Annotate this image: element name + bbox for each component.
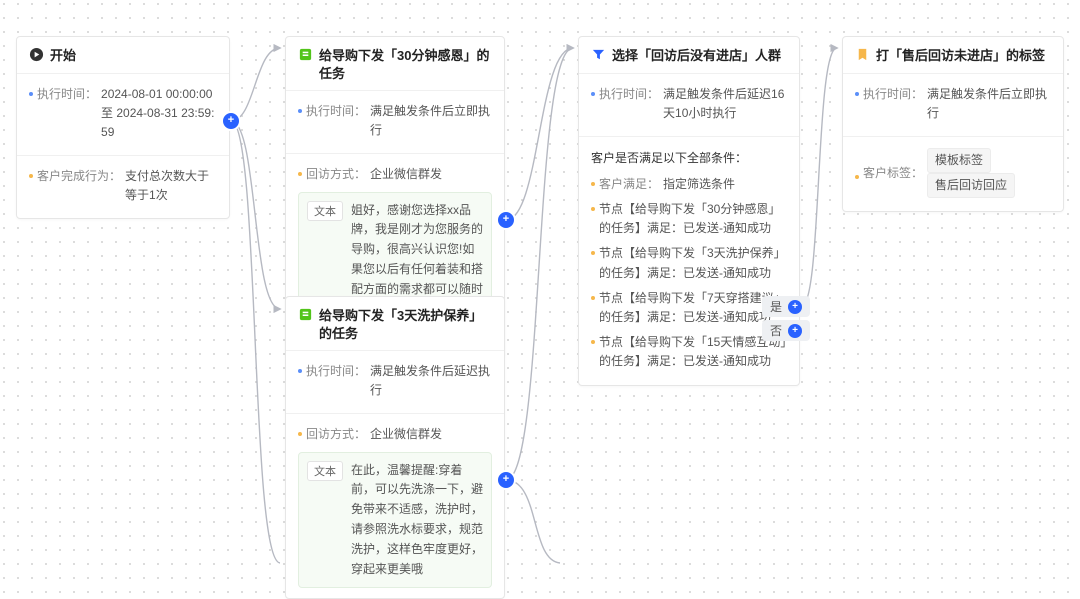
tag-chip-list: 模板标签售后回访回应 bbox=[927, 148, 1051, 198]
condition-text: 节点【给导购下发「15天情感互动」的任务】满足：已发送-通知成功 bbox=[599, 333, 787, 371]
bullet-icon bbox=[855, 175, 859, 179]
node-title: 开始 bbox=[50, 47, 76, 65]
bullet-icon bbox=[29, 92, 33, 96]
field-value: 满足触发条件后延迟执行 bbox=[370, 362, 492, 400]
msg-type-chip: 文本 bbox=[307, 461, 343, 481]
field-label: 回访方式： bbox=[306, 425, 366, 444]
field-label: 执行时间： bbox=[599, 85, 659, 104]
node-title: 打「售后回访未进店」的标签 bbox=[876, 47, 1045, 65]
tag-chip: 售后回访回应 bbox=[927, 173, 1015, 198]
field-label: 执行时间： bbox=[37, 85, 97, 104]
add-node-button[interactable] bbox=[498, 212, 514, 228]
conditions-title: 客户是否满足以下全部条件： bbox=[591, 145, 787, 172]
message-preview: 文本 在此，温馨提醒:穿着前，可以先洗涤一下，避免带来不适感，洗护时，请参照洗水… bbox=[298, 452, 492, 589]
flow-canvas: 开始 执行时间： 2024-08-01 00:00:00 至 2024-08-3… bbox=[0, 0, 1080, 573]
field-value: 满足触发条件后立即执行 bbox=[370, 102, 492, 140]
node-tag[interactable]: 打「售后回访未进店」的标签 执行时间： 满足触发条件后立即执行 客户标签： 模板… bbox=[842, 36, 1064, 212]
msg-body: 在此，温馨提醒:穿着前，可以先洗涤一下，避免带来不适感，洗护时，请参照洗水标要求… bbox=[351, 461, 483, 580]
bullet-icon bbox=[591, 182, 595, 186]
bullet-icon bbox=[29, 174, 33, 178]
field-label: 执行时间： bbox=[863, 85, 923, 104]
bullet-icon bbox=[591, 296, 595, 300]
bullet-icon bbox=[855, 92, 859, 96]
bullet-icon bbox=[591, 340, 595, 344]
field-value: 支付总次数大于等于1次 bbox=[125, 167, 217, 205]
bullet-icon bbox=[298, 109, 302, 113]
filter-link[interactable]: 指定筛选条件 bbox=[663, 175, 735, 194]
branch-label: 否 bbox=[770, 322, 782, 339]
branch-yes[interactable]: 是 bbox=[762, 296, 810, 317]
field-value: 企业微信群发 bbox=[370, 165, 442, 184]
condition-item: 节点【给导购下发「3天洗护保养」的任务】满足：已发送-通知成功 bbox=[591, 241, 787, 285]
bookmark-icon bbox=[855, 47, 870, 62]
condition-item: 节点【给导购下发「7天穿搭建议」的任务】满足：已发送-通知成功 bbox=[591, 286, 787, 330]
node-title: 选择「回访后没有进店」人群 bbox=[612, 47, 781, 65]
field-label: 客户标签： bbox=[863, 164, 923, 183]
bullet-icon bbox=[591, 251, 595, 255]
field-label: 回访方式： bbox=[306, 165, 366, 184]
play-icon bbox=[29, 47, 44, 62]
field-value: 企业微信群发 bbox=[370, 425, 442, 444]
condition-item: 节点【给导购下发「15天情感互动」的任务】满足：已发送-通知成功 bbox=[591, 330, 787, 374]
add-node-button[interactable] bbox=[498, 472, 514, 488]
bullet-icon bbox=[298, 369, 302, 373]
branch-no[interactable]: 否 bbox=[762, 320, 810, 341]
task-icon bbox=[298, 47, 313, 62]
bullet-icon bbox=[298, 432, 302, 436]
field-value: 满足触发条件后立即执行 bbox=[927, 85, 1051, 123]
node-title: 给导购下发「30分钟感恩」的任务 bbox=[319, 47, 492, 82]
field-value: 2024-08-01 00:00:00 至 2024-08-31 23:59:5… bbox=[101, 85, 217, 143]
add-node-button[interactable] bbox=[788, 300, 802, 314]
bullet-icon bbox=[591, 207, 595, 211]
field-label: 客户完成行为： bbox=[37, 167, 121, 186]
field-label: 执行时间： bbox=[306, 102, 366, 121]
condition-text: 节点【给导购下发「30分钟感恩」的任务】满足：已发送-通知成功 bbox=[599, 200, 787, 238]
condition-text: 节点【给导购下发「3天洗护保养」的任务】满足：已发送-通知成功 bbox=[599, 244, 787, 282]
add-node-button[interactable] bbox=[788, 324, 802, 338]
msg-type-chip: 文本 bbox=[307, 201, 343, 221]
branch-label: 是 bbox=[770, 298, 782, 315]
filter-icon bbox=[591, 47, 606, 62]
condition-text: 节点【给导购下发「7天穿搭建议」的任务】满足：已发送-通知成功 bbox=[599, 289, 787, 327]
tag-chip: 模板标签 bbox=[927, 148, 991, 173]
bullet-icon bbox=[298, 172, 302, 176]
field-label: 执行时间： bbox=[306, 362, 366, 381]
task-icon bbox=[298, 307, 313, 322]
bullet-icon bbox=[591, 92, 595, 96]
field-value: 满足触发条件后延迟16天10小时执行 bbox=[663, 85, 787, 123]
field-label: 客户满足： bbox=[599, 175, 659, 194]
condition-item: 节点【给导购下发「30分钟感恩」的任务】满足：已发送-通知成功 bbox=[591, 197, 787, 241]
node-title: 给导购下发「3天洗护保养」的任务 bbox=[319, 307, 492, 342]
node-start[interactable]: 开始 执行时间： 2024-08-01 00:00:00 至 2024-08-3… bbox=[16, 36, 230, 219]
node-task-3day[interactable]: 给导购下发「3天洗护保养」的任务 执行时间： 满足触发条件后延迟执行 回访方式：… bbox=[285, 296, 505, 599]
conditions-section: 客户是否满足以下全部条件： 客户满足： 指定筛选条件 节点【给导购下发「30分钟… bbox=[579, 136, 799, 385]
add-node-button[interactable] bbox=[223, 113, 239, 129]
